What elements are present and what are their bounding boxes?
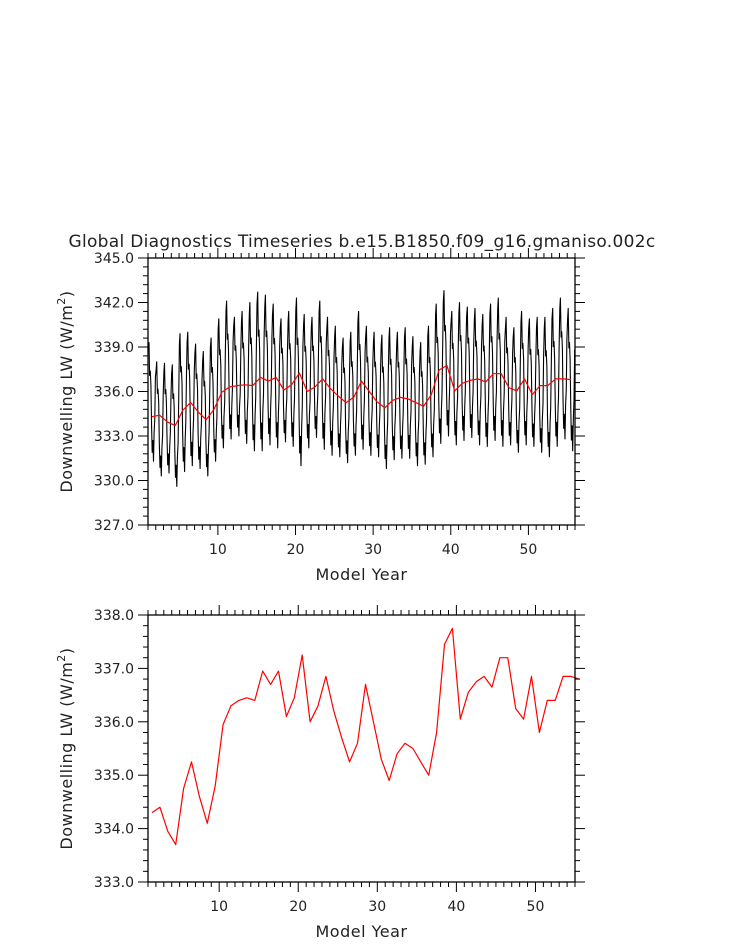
monthly-series-line xyxy=(147,290,576,487)
y-tick-label: 333.0 xyxy=(94,875,134,891)
x-tick-label: 10 xyxy=(210,899,228,915)
annual-mean-line xyxy=(151,627,580,846)
x-tick-label: 50 xyxy=(520,542,538,558)
y-tick-label: 345.0 xyxy=(94,251,134,267)
x-tick-label: 30 xyxy=(364,542,382,558)
annual-mean-line xyxy=(151,364,572,427)
figure-title: Global Diagnostics Timeseries b.e15.B185… xyxy=(68,232,655,252)
timeseries-panel-monthly: 10 20 30 40 50 327.0 330.0 333.0 336.0 339.0 342.0… xyxy=(55,248,585,584)
x-tick-label: 40 xyxy=(442,542,460,558)
y-axis-label: Downwelling LW (W/m2) xyxy=(55,647,76,849)
y-tick-label: 327.0 xyxy=(94,518,134,534)
y-tick-label: 330.0 xyxy=(94,474,134,490)
y-tick-label: 334.0 xyxy=(94,822,134,838)
y-tick-label: 336.0 xyxy=(94,385,134,401)
y-tick-label: 335.0 xyxy=(94,768,134,784)
x-tick-label: 30 xyxy=(368,899,386,915)
plot-frame xyxy=(147,257,576,526)
y-tick-label: 338.0 xyxy=(94,608,134,624)
x-tick-label: 40 xyxy=(447,899,465,915)
y-tick-label: 333.0 xyxy=(94,429,134,445)
timeseries-panel-annual: 10 20 30 40 50 333.0 334.0 335.0 336.0 337.0 338.0… xyxy=(55,605,585,941)
x-tick-label: 50 xyxy=(527,899,545,915)
x-tick-label: 10 xyxy=(209,542,227,558)
x-axis-label: Model Year xyxy=(316,922,408,941)
x-axis-label: Model Year xyxy=(316,565,408,584)
y-tick-label: 336.0 xyxy=(94,715,134,731)
plot-frame xyxy=(147,614,576,883)
x-tick-label: 20 xyxy=(287,542,305,558)
y-tick-label: 342.0 xyxy=(94,296,134,312)
x-tick-label: 20 xyxy=(289,899,307,915)
y-tick-label: 337.0 xyxy=(94,661,134,677)
y-axis-label: Downwelling LW (W/m2) xyxy=(55,290,76,492)
y-tick-label: 339.0 xyxy=(94,340,134,356)
